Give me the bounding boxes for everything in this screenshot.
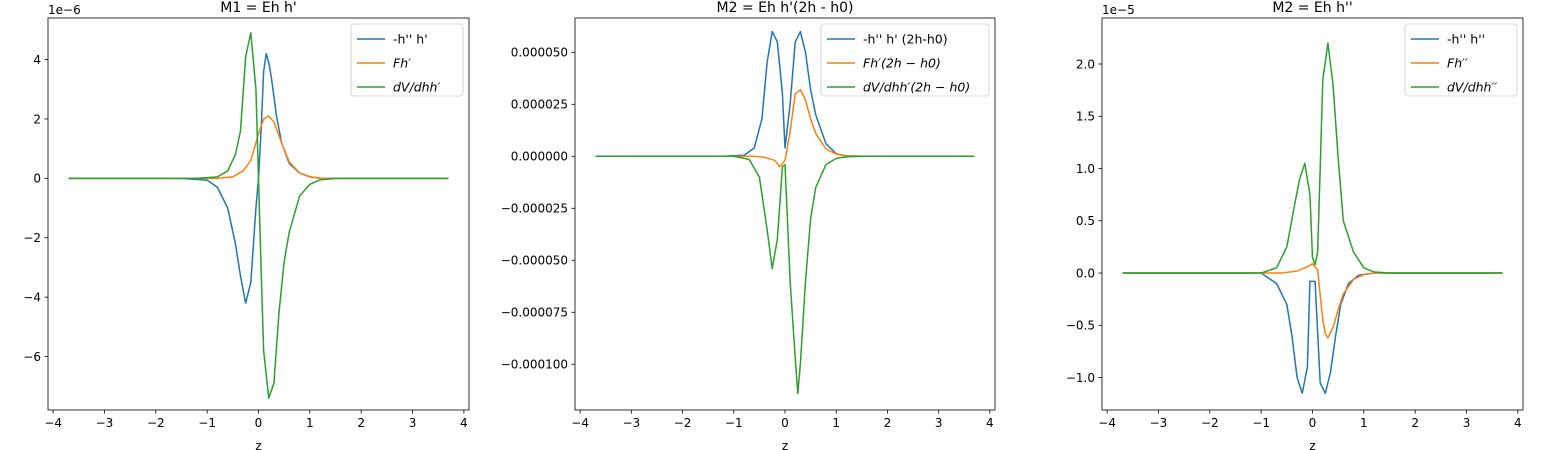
chart-title: M2 = Eh h'(2h - h0): [717, 0, 854, 16]
plot-m1: −4 −3 −2 −1 0 1 2 3 4 −6 −4 −2 0 2 4 1e−6 M1 = Eh h' z -h'…: [23, 0, 470, 450]
series-line: [1122, 272, 1503, 395]
series-group: [68, 32, 449, 399]
chart-title: M2 = Eh h'': [1272, 0, 1352, 16]
x-axis-label: z: [1309, 439, 1315, 450]
legend-label: -h'' h'': [1447, 32, 1485, 47]
plot-m2-2h: −4 −3 −2 −1 0 1 2 3 4 −0.000100 −0.000075 −0.000050…: [501, 0, 996, 450]
x-tick-label: 4: [1514, 416, 1522, 430]
scale-label: 1e−5: [1102, 3, 1135, 17]
x-tick-label: 1: [1360, 416, 1368, 430]
x-tick-label: 3: [409, 416, 417, 430]
x-tick-label: 2: [357, 416, 365, 430]
series-line: [68, 32, 449, 399]
series-line: [1122, 262, 1503, 339]
legend-label: -h'' h' (2h-h0): [863, 32, 948, 47]
y-tick-label: 4: [33, 53, 41, 67]
x-tick-label: −4: [571, 416, 589, 430]
legend-label: dV/dhh′: [393, 80, 440, 95]
legend: -h'' h' (2h-h0) Fh′(2h − h0) dV/dhh′(2h − …: [820, 23, 990, 97]
x-tick-label: 3: [935, 416, 943, 430]
legend-label: dV/dhh′(2h − h0): [863, 80, 970, 95]
x-tick-label: −2: [674, 416, 692, 430]
legend-label: -h'' h': [393, 32, 428, 47]
y-tick-label: 0: [33, 172, 41, 186]
legend: -h'' h' Fh′ dV/dhh′: [350, 23, 464, 97]
legend-box: [1404, 23, 1518, 97]
y-tick-label: −0.000025: [501, 202, 568, 216]
x-tick-label: −4: [1098, 416, 1116, 430]
series-line: [68, 115, 449, 180]
x-tick-label: −3: [1150, 416, 1168, 430]
y-tick-label: −0.5: [1066, 319, 1095, 333]
legend-label: Fh′: [393, 56, 411, 71]
legend-box: [820, 23, 990, 97]
y-tick-label: 2.0: [1076, 57, 1095, 71]
x-tick-label: 4: [460, 416, 468, 430]
y-tick-label: 0.0: [1076, 266, 1095, 280]
y-tick-label: 0.000025: [511, 98, 568, 112]
y-tick-label: −0.000100: [501, 358, 568, 372]
y-tick-label: −0.000050: [501, 254, 568, 268]
y-tick-label: −2: [23, 231, 41, 245]
x-tick-label: 2: [1411, 416, 1419, 430]
x-tick-label: −2: [1201, 416, 1219, 430]
x-tick-label: 4: [986, 416, 994, 430]
y-tick-label: 1.5: [1076, 110, 1095, 124]
legend-label: dV/dhh′′: [1447, 80, 1497, 95]
x-tick-label: −1: [725, 416, 743, 430]
x-tick-label: −1: [198, 416, 216, 430]
y-tick-label: 2: [33, 112, 41, 126]
x-tick-label: −4: [44, 416, 62, 430]
legend-label: Fh′(2h − h0): [863, 56, 941, 71]
y-tick-label: −4: [23, 290, 41, 304]
y-tick-label: 0.000050: [511, 46, 568, 60]
x-tick-label: 0: [1309, 416, 1317, 430]
series-line: [1122, 42, 1503, 274]
series-line: [595, 155, 975, 395]
scale-label: 1e−6: [48, 3, 81, 17]
y-tick-label: −0.000075: [501, 306, 568, 320]
x-tick-label: −2: [147, 416, 165, 430]
x-tick-label: 3: [1463, 416, 1471, 430]
legend: -h'' h'' Fh′′ dV/dhh′′: [1404, 23, 1518, 97]
series-line: [595, 30, 975, 158]
x-tick-label: −3: [96, 416, 114, 430]
legend-box: [350, 23, 464, 97]
series-group: [595, 30, 975, 395]
x-axis-label: z: [255, 439, 261, 450]
y-tick-label: 0.5: [1076, 214, 1095, 228]
x-tick-label: 1: [306, 416, 314, 430]
y-tick-label: −1.0: [1066, 371, 1095, 385]
x-tick-label: 2: [884, 416, 892, 430]
plot-m2-hpp: −4 −3 −2 −1 0 1 2 3 4 −1.0 −0.5 0.0 0.5 1.0 1.5 2.0 1e−5…: [1066, 0, 1524, 450]
y-tick-label: 1.0: [1076, 162, 1095, 176]
legend-label: Fh′′: [1447, 56, 1468, 71]
chart-title: M1 = Eh h': [220, 0, 297, 16]
x-tick-label: 0: [255, 416, 263, 430]
x-axis-label: z: [782, 439, 788, 450]
y-tick-label: −6: [23, 350, 41, 364]
x-tick-label: −3: [622, 416, 640, 430]
x-tick-label: 1: [832, 416, 840, 430]
y-tick-label: 0.000000: [511, 150, 568, 164]
series-line: [595, 89, 975, 168]
x-tick-label: −1: [1252, 416, 1270, 430]
x-tick-label: 0: [781, 416, 789, 430]
series-group: [1122, 42, 1503, 395]
